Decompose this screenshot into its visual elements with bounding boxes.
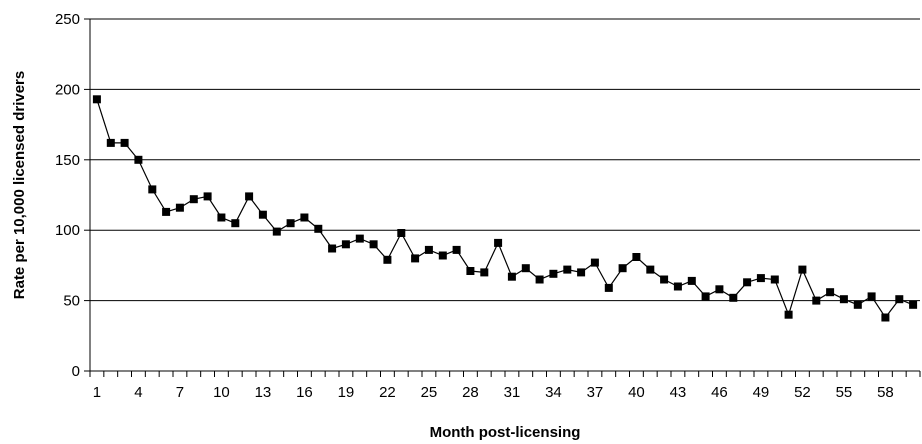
- data-point-60: [909, 300, 918, 309]
- data-point-20: [355, 234, 364, 243]
- gridlines: [90, 18, 920, 302]
- data-point-21: [369, 240, 378, 249]
- data-point-4: [134, 155, 143, 164]
- data-point-34: [549, 269, 558, 278]
- series-markers: [92, 95, 918, 322]
- data-point-57: [867, 292, 876, 301]
- x-tick-label: 46: [711, 384, 728, 401]
- data-point-3: [120, 138, 129, 147]
- axes: [89, 19, 921, 377]
- y-tick-label: 0: [72, 363, 80, 380]
- y-axis-title: Rate per 10,000 licensed drivers: [11, 71, 28, 299]
- data-point-25: [424, 245, 433, 254]
- data-point-31: [507, 272, 516, 281]
- y-tick-label: 100: [55, 222, 80, 239]
- x-tick-label: 1: [93, 384, 101, 401]
- data-point-22: [383, 255, 392, 264]
- data-point-6: [162, 207, 171, 216]
- data-point-38: [604, 283, 613, 292]
- data-point-12: [245, 192, 254, 201]
- series-line-path: [96, 99, 914, 319]
- x-axis-title: Month post-licensing: [430, 424, 581, 441]
- data-point-17: [314, 224, 323, 233]
- x-tick-label: 4: [134, 384, 142, 401]
- x-tick-label: 19: [338, 384, 355, 401]
- series-line: [96, 99, 914, 319]
- data-point-30: [494, 238, 503, 247]
- data-point-40: [632, 253, 641, 261]
- data-point-23: [397, 229, 406, 237]
- data-point-15: [286, 219, 295, 228]
- data-point-29: [480, 268, 489, 277]
- data-point-35: [563, 265, 572, 274]
- data-point-9: [203, 192, 212, 201]
- x-tick-label: 34: [545, 384, 562, 401]
- x-tick-label: 22: [379, 384, 396, 401]
- data-point-32: [521, 264, 530, 273]
- x-tick-label: 58: [877, 384, 894, 401]
- data-point-7: [175, 203, 184, 212]
- x-tick-label: 10: [213, 384, 230, 401]
- data-point-39: [618, 264, 627, 273]
- data-point-13: [258, 210, 267, 219]
- x-tick-label: 40: [628, 384, 645, 401]
- data-point-28: [466, 267, 475, 275]
- data-point-36: [577, 268, 586, 277]
- data-point-47: [729, 293, 738, 302]
- x-tick-label: 37: [587, 384, 604, 401]
- data-point-54: [826, 288, 835, 297]
- x-tick-label: 16: [296, 384, 313, 401]
- data-point-18: [328, 244, 337, 253]
- data-point-33: [535, 275, 544, 284]
- data-point-5: [148, 185, 157, 194]
- data-point-58: [881, 313, 890, 322]
- data-point-37: [590, 258, 599, 267]
- data-point-43: [673, 282, 682, 291]
- data-point-59: [895, 295, 904, 304]
- x-tick-label: 52: [794, 384, 811, 401]
- data-point-1: [92, 95, 101, 104]
- data-point-11: [231, 219, 240, 228]
- x-tick-label: 43: [670, 384, 687, 401]
- x-tick-label: 13: [255, 384, 272, 401]
- data-point-10: [217, 213, 226, 222]
- data-point-16: [300, 213, 309, 222]
- data-point-53: [812, 296, 821, 305]
- data-point-44: [687, 276, 696, 285]
- data-point-42: [660, 275, 669, 284]
- y-tick-label: 200: [55, 81, 80, 98]
- data-point-46: [715, 285, 724, 294]
- x-tick-label: 55: [836, 384, 853, 401]
- y-tick-labels: 0 50 100 150 200 250: [55, 11, 90, 380]
- data-point-48: [743, 278, 752, 287]
- data-point-55: [839, 295, 848, 304]
- x-tick-label: 31: [504, 384, 521, 401]
- data-point-2: [106, 138, 115, 147]
- x-tick-label: 7: [176, 384, 184, 401]
- data-point-51: [784, 310, 793, 319]
- data-point-27: [452, 245, 461, 254]
- data-point-52: [798, 265, 807, 274]
- data-point-24: [411, 254, 420, 263]
- data-point-49: [756, 274, 765, 283]
- y-tick-label: 50: [63, 293, 80, 310]
- x-tick-label: 49: [753, 384, 770, 401]
- data-point-14: [272, 227, 281, 236]
- y-tick-label: 150: [55, 152, 80, 169]
- x-tick-label: 28: [462, 384, 479, 401]
- data-point-50: [770, 275, 779, 284]
- data-point-19: [341, 240, 350, 249]
- data-point-45: [701, 292, 710, 301]
- data-point-26: [438, 251, 447, 260]
- y-tick-label: 250: [55, 11, 80, 28]
- data-point-41: [646, 265, 655, 274]
- x-tick-label: 25: [421, 384, 438, 401]
- data-point-8: [189, 195, 198, 204]
- x-tick-labels: 1 4 7 10 13 16 19 22 25 28 31 34 37 40 43 46 49 52 55 58: [93, 384, 894, 401]
- data-point-56: [853, 300, 862, 309]
